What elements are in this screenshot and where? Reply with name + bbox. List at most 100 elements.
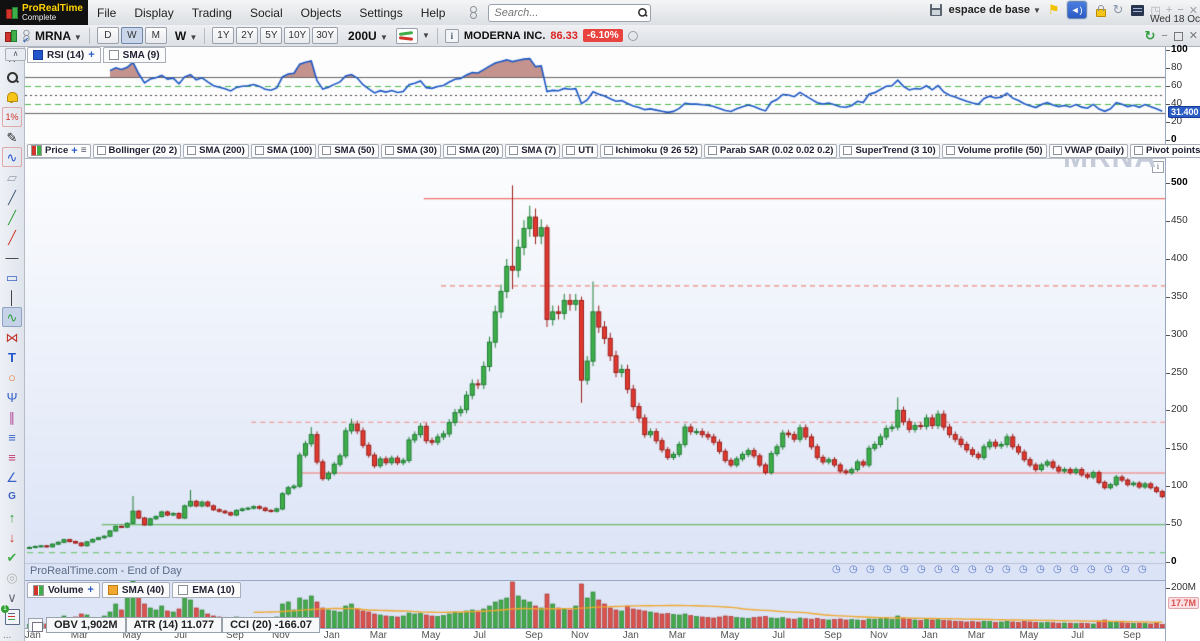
checkbox[interactable] [322,146,332,155]
fib-projection-icon[interactable]: ≡ [8,449,16,465]
sma9-checkbox[interactable] [108,50,119,60]
toggle-parab-sar-0-02-0-02-0-2[interactable]: Parab SAR (0.02 0.02 0.2) [703,143,838,158]
clock-icon[interactable]: ◷ [1070,564,1079,575]
clock-icon[interactable]: ◷ [951,564,960,575]
cci-chip[interactable]: CCI (20) -166.07 [222,617,321,633]
pattern-triangles[interactable]: ⋈ [2,327,22,347]
window-restore-icon[interactable] [1173,31,1183,41]
fan-lines-icon[interactable]: ∠ [6,469,18,485]
window-close-icon[interactable]: ✕ [1188,29,1198,42]
menu-settings[interactable]: Settings [359,5,403,20]
toggle-pivot-points-y[interactable]: Pivot points (Y) [1130,143,1200,158]
eraser-tool[interactable]: ▱ [2,167,22,187]
trendline-up-icon[interactable]: ╱ [8,209,16,225]
zoom-button-1y[interactable]: 1Y [212,27,235,44]
arrow-up-icon[interactable]: ↑ [8,509,16,525]
menu-help[interactable]: Help [420,5,446,20]
zoom-button-5y[interactable]: 5Y [260,27,283,44]
pencil-tool[interactable]: ✎ [2,127,22,147]
arrow-up[interactable]: ↑ [2,507,22,527]
menu-social[interactable]: Social [249,5,283,20]
clock-icon[interactable]: ◷ [917,564,926,575]
checkbox[interactable] [843,146,853,155]
timeframe-dropdown[interactable]: W ▼ [174,28,198,43]
arrow-down-icon[interactable]: ↓ [8,529,16,545]
search-icon[interactable] [637,6,648,17]
checkbox[interactable] [187,146,197,155]
add-indicator-icon[interactable]: + [88,49,95,61]
minimize-icon[interactable]: − [1177,4,1184,16]
segment-tool-icon[interactable]: ╱ [8,189,16,205]
checkbox[interactable] [945,146,955,155]
chart-style-icon[interactable] [395,27,418,44]
percent-variation[interactable]: 1% [2,107,22,127]
fib-retracement-icon[interactable]: ≡ [8,429,16,445]
toggle-sma-20[interactable]: SMA (20) [442,143,504,158]
order-clipboard-icon[interactable] [4,609,20,625]
channel-tool-icon[interactable]: ∥ [8,409,16,425]
segment-tool[interactable]: ╱ [2,187,22,207]
validate[interactable]: ✔ [2,547,22,567]
checkbox[interactable] [707,146,717,155]
volume-pane[interactable]: Volume + SMA (40) EMA (10) [25,580,1165,628]
gann-lines[interactable]: G [2,487,22,507]
toggle-sma-200[interactable]: SMA (200) [183,143,249,158]
history-wheel[interactable]: ◎ [2,567,22,587]
clock-icon[interactable]: ◷ [985,564,994,575]
horizontal-line-icon[interactable]: — [5,249,19,265]
period-button-d[interactable]: D [96,27,119,44]
chart-info-icon[interactable]: i [1152,161,1164,173]
clock-icon[interactable]: ◷ [866,564,875,575]
volume-sma-chip[interactable]: SMA (40) [101,582,171,598]
zoom-button-30y[interactable]: 30Y [312,27,339,44]
checkbox[interactable] [1052,146,1062,155]
expand-chevron-icon[interactable]: ∨ [7,589,17,605]
checkbox[interactable] [509,146,519,155]
clock-icon[interactable]: ◷ [849,564,858,575]
obv-chip[interactable]: OBV 1,902M [46,617,126,633]
export-icon[interactable]: ◳ [1150,4,1161,17]
toggle-supertrend-3-10[interactable]: SuperTrend (3 10) [839,143,940,158]
ellipse-tool[interactable]: ○ [2,367,22,387]
price-chip[interactable]: Price + ≡ [27,143,91,158]
add-price-indicator-icon[interactable]: + [71,144,78,157]
price-chart[interactable]: MRNA ◷◷◷◷◷◷◷◷◷◷◷◷◷◷◷◷◷◷◷ i ProRealTime.c… [25,141,1165,580]
period-button-m[interactable]: M [144,27,167,44]
vertical-line-icon[interactable]: │ [7,289,17,305]
clock-icon[interactable]: ◷ [1036,564,1045,575]
refresh-icon[interactable]: ↻ [1144,28,1156,43]
collapse-pane-button[interactable]: ∧ [5,48,26,61]
checkbox[interactable] [566,146,576,155]
rectangle-tool[interactable]: ▭ [2,267,22,287]
menu-display[interactable]: Display [134,5,174,20]
history-wheel-icon[interactable]: ◎ [6,569,18,585]
clock-icon[interactable]: ◷ [900,564,909,575]
ema10-checkbox[interactable] [178,585,189,595]
ellipse-tool-icon[interactable]: ○ [8,369,16,385]
zoom-tool[interactable] [2,67,22,87]
link-icon[interactable] [468,5,478,20]
pattern-triangles-icon[interactable]: ⋈ [5,329,19,345]
search-input[interactable] [488,4,652,22]
toggle-sma-50[interactable]: SMA (50) [318,143,379,158]
rsi-pane[interactable]: ∧ RSI (14) + SMA (9) [5,47,1165,143]
fib-projection[interactable]: ≡ [2,447,22,467]
pitchfork-tool-icon[interactable]: Ψ [6,389,18,405]
close-icon[interactable]: ✕ [1188,4,1198,17]
volume-ema-chip[interactable]: EMA (10) [172,582,241,598]
eraser-tool-icon[interactable]: ▱ [7,169,17,185]
rsi-indicator-chip[interactable]: RSI (14) + [27,47,101,63]
checkbox[interactable] [384,146,394,155]
text-tool-icon[interactable]: T [8,349,16,365]
atr-chip[interactable]: ATR (14) 11.077 [125,617,223,633]
save-icon[interactable] [929,4,942,16]
vertical-line[interactable]: │ [2,287,22,307]
trendline-down[interactable]: ╱ [2,227,22,247]
channel-tool[interactable]: ∥ [2,407,22,427]
fan-lines[interactable]: ∠ [2,467,22,487]
clock-icon[interactable]: ◷ [934,564,943,575]
checkbox[interactable] [96,146,106,155]
flag-icon[interactable]: ⚑ [1047,2,1060,17]
window-minimize-icon[interactable]: − [1161,29,1168,42]
clock-icon[interactable]: ◷ [1104,564,1113,575]
